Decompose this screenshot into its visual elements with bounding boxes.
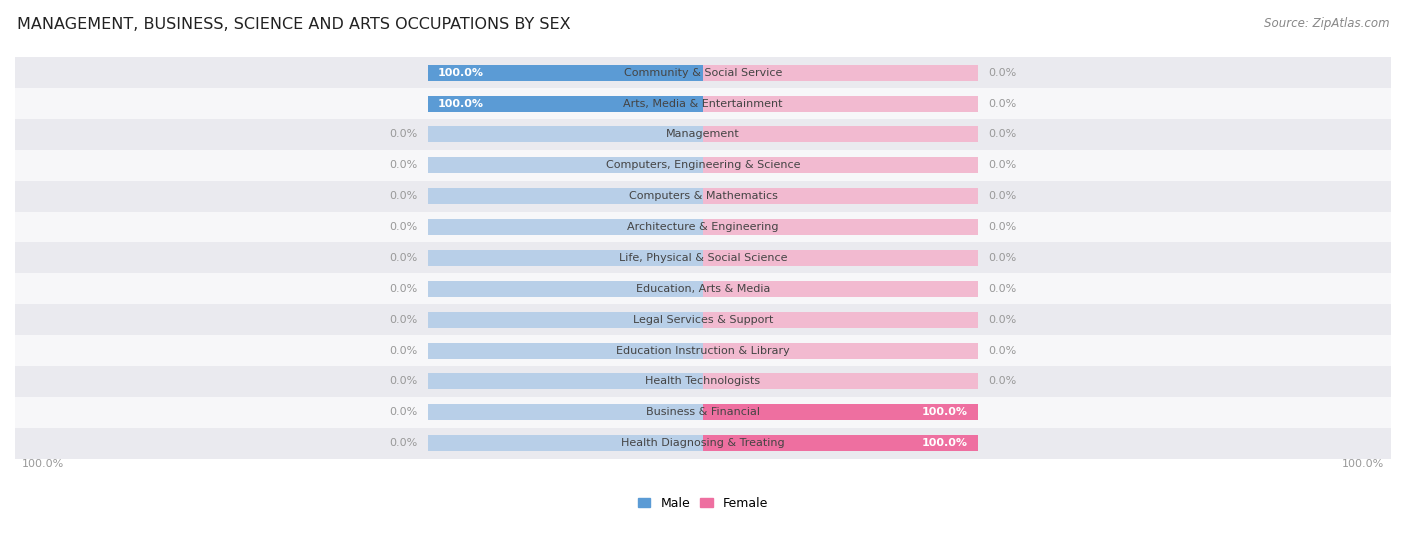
Bar	[427, 435, 703, 451]
Bar	[427, 312, 703, 328]
Text: 100.0%: 100.0%	[22, 459, 65, 469]
Bar	[15, 335, 1391, 366]
Text: Computers, Engineering & Science: Computers, Engineering & Science	[606, 160, 800, 170]
Text: Community & Social Service: Community & Social Service	[624, 68, 782, 78]
Text: 100.0%: 100.0%	[439, 68, 484, 78]
Bar	[703, 435, 979, 451]
Bar	[427, 219, 703, 235]
Text: Legal Services & Support: Legal Services & Support	[633, 315, 773, 325]
Text: MANAGEMENT, BUSINESS, SCIENCE AND ARTS OCCUPATIONS BY SEX: MANAGEMENT, BUSINESS, SCIENCE AND ARTS O…	[17, 17, 571, 32]
Bar	[15, 57, 1391, 88]
Text: 0.0%: 0.0%	[988, 68, 1017, 78]
Text: 0.0%: 0.0%	[988, 253, 1017, 263]
Bar	[15, 181, 1391, 212]
Bar	[15, 304, 1391, 335]
Text: 0.0%: 0.0%	[988, 130, 1017, 139]
Bar	[427, 281, 703, 297]
Bar	[427, 96, 703, 112]
Text: 0.0%: 0.0%	[988, 160, 1017, 170]
Text: 0.0%: 0.0%	[988, 376, 1017, 386]
Text: Management: Management	[666, 130, 740, 139]
Bar	[703, 188, 979, 204]
Text: Arts, Media & Entertainment: Arts, Media & Entertainment	[623, 98, 783, 108]
Text: 100.0%: 100.0%	[1341, 459, 1384, 469]
Bar	[703, 157, 979, 173]
Bar	[703, 373, 979, 390]
Text: Source: ZipAtlas.com: Source: ZipAtlas.com	[1264, 17, 1389, 30]
Text: 0.0%: 0.0%	[389, 222, 418, 232]
Text: Education Instruction & Library: Education Instruction & Library	[616, 345, 790, 356]
Bar	[15, 88, 1391, 119]
Text: 0.0%: 0.0%	[389, 191, 418, 201]
Bar	[15, 150, 1391, 181]
Bar	[703, 312, 979, 328]
Text: 0.0%: 0.0%	[389, 315, 418, 325]
Text: 0.0%: 0.0%	[389, 253, 418, 263]
Bar	[427, 343, 703, 358]
Text: 0.0%: 0.0%	[389, 438, 418, 448]
Text: 0.0%: 0.0%	[988, 284, 1017, 294]
Text: 0.0%: 0.0%	[988, 315, 1017, 325]
Bar	[15, 119, 1391, 150]
Bar	[703, 219, 979, 235]
Text: Education, Arts & Media: Education, Arts & Media	[636, 284, 770, 294]
Bar	[15, 212, 1391, 243]
Text: 0.0%: 0.0%	[988, 98, 1017, 108]
Bar	[427, 250, 703, 266]
Bar	[703, 404, 979, 420]
Bar	[15, 273, 1391, 304]
Text: Life, Physical & Social Science: Life, Physical & Social Science	[619, 253, 787, 263]
Text: Architecture & Engineering: Architecture & Engineering	[627, 222, 779, 232]
Text: 0.0%: 0.0%	[389, 130, 418, 139]
Text: Computers & Mathematics: Computers & Mathematics	[628, 191, 778, 201]
Bar	[703, 404, 979, 420]
Bar	[427, 157, 703, 173]
Text: 0.0%: 0.0%	[389, 345, 418, 356]
Bar	[703, 281, 979, 297]
Bar	[703, 435, 979, 451]
Text: Health Technologists: Health Technologists	[645, 376, 761, 386]
Text: 0.0%: 0.0%	[389, 408, 418, 418]
Bar	[703, 343, 979, 358]
Text: 0.0%: 0.0%	[988, 222, 1017, 232]
Bar	[427, 188, 703, 204]
Text: 0.0%: 0.0%	[988, 345, 1017, 356]
Bar	[15, 243, 1391, 273]
Text: 0.0%: 0.0%	[389, 376, 418, 386]
Bar	[427, 96, 703, 112]
Bar	[703, 250, 979, 266]
Bar	[15, 366, 1391, 397]
Legend: Male, Female: Male, Female	[634, 493, 772, 514]
Bar	[703, 96, 979, 112]
Bar	[427, 126, 703, 143]
Text: 100.0%: 100.0%	[922, 438, 967, 448]
Text: 100.0%: 100.0%	[439, 98, 484, 108]
Text: Health Diagnosing & Treating: Health Diagnosing & Treating	[621, 438, 785, 448]
Text: 100.0%: 100.0%	[922, 408, 967, 418]
Text: 0.0%: 0.0%	[389, 284, 418, 294]
Bar	[703, 126, 979, 143]
Text: 0.0%: 0.0%	[389, 160, 418, 170]
Bar	[703, 65, 979, 80]
Bar	[15, 428, 1391, 458]
Bar	[427, 404, 703, 420]
Bar	[15, 397, 1391, 428]
Text: 0.0%: 0.0%	[988, 191, 1017, 201]
Bar	[427, 373, 703, 390]
Text: Business & Financial: Business & Financial	[645, 408, 761, 418]
Bar	[427, 65, 703, 80]
Bar	[427, 65, 703, 80]
